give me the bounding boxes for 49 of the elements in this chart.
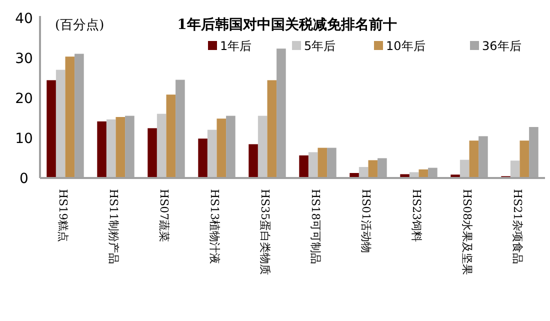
y-tick-label: 0 [20,171,28,187]
bar [299,155,308,177]
x-tick-label: HS35蛋白类物质 [258,189,272,276]
bar [156,114,166,177]
bar [358,167,368,177]
chart-title: 1年后韩国对中国关税减免排名前十 [177,16,397,33]
y-tick-label: 30 [15,51,33,67]
bar [460,160,470,177]
bar [368,160,378,177]
bar [148,128,157,177]
x-tick-label: HS07蔬菜 [157,189,170,242]
y-tick-label: 20 [15,91,33,107]
bar [267,80,277,177]
x-tick-label: HS19糕点 [56,189,70,242]
y-tick-label: 10 [15,131,33,147]
x-tick-label: HS18可可制品 [308,189,322,264]
legend-label: 1年后 [220,39,252,53]
x-tick-label: HS13植物汁液 [208,189,221,264]
bar [409,172,419,177]
bar [216,118,226,177]
bar [56,70,66,177]
x-tick-label: HS21杂项食品 [510,189,524,264]
bar [198,138,208,177]
y-tick-label: 40 [15,11,33,27]
bar [520,140,530,177]
x-tick-label: HS23饲料 [410,189,423,242]
x-tick-label: HS01活动物 [359,189,372,254]
bar [350,173,359,177]
x-tick-label: HS11制粉产品 [106,189,120,264]
bar [46,80,56,177]
legend-label: 36年后 [482,39,522,53]
legend-label: 5年后 [304,39,336,53]
legend-label: 10年后 [386,39,426,53]
bar [166,94,176,177]
bar [469,140,479,177]
bar [97,121,106,177]
bar [418,169,428,177]
bar [106,119,116,177]
y-axis-title: (百分点) [55,18,104,33]
bar [258,116,268,177]
bar [400,174,410,177]
bar [207,130,217,177]
bar [248,144,258,177]
bar [308,152,318,177]
bar [116,117,126,177]
bar [510,160,520,177]
x-tick-label: HS08水果及坚果 [460,189,474,276]
bar [65,56,75,177]
bar [318,148,328,177]
